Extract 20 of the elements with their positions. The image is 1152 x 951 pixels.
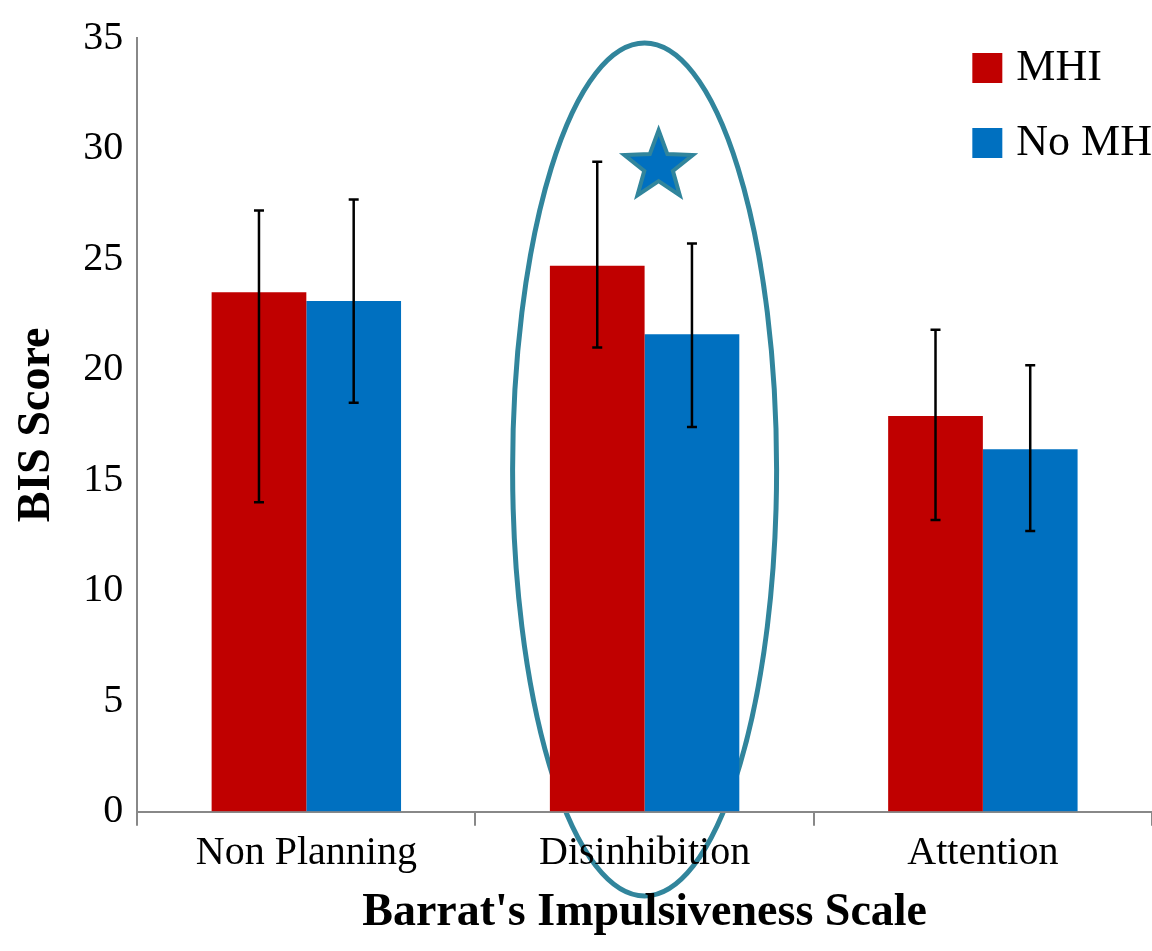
y-axis-title: BIS Score: [8, 327, 60, 523]
x-axis-title: Barrat's Impulsiveness Scale: [362, 884, 927, 936]
y-tick-label: 15: [83, 454, 124, 500]
y-tick-label: 25: [83, 233, 124, 279]
bar: [549, 265, 645, 812]
bar: [306, 301, 402, 812]
y-tick-label: 35: [83, 12, 124, 58]
y-tick-label: 10: [83, 565, 124, 611]
bar: [888, 416, 983, 812]
x-tick-label: Attention: [907, 828, 1059, 874]
y-tick-label: 5: [103, 675, 124, 721]
legend-label: MHI: [1016, 40, 1102, 90]
y-tick-label: 20: [83, 344, 124, 390]
bar: [982, 449, 1078, 812]
y-tick-label: 30: [83, 123, 124, 169]
x-tick-label: Non Planning: [195, 828, 417, 874]
bar: [211, 292, 307, 812]
y-tick-label: 0: [103, 786, 124, 832]
bar: [644, 334, 740, 812]
legend-label: No MH: [1016, 115, 1152, 165]
